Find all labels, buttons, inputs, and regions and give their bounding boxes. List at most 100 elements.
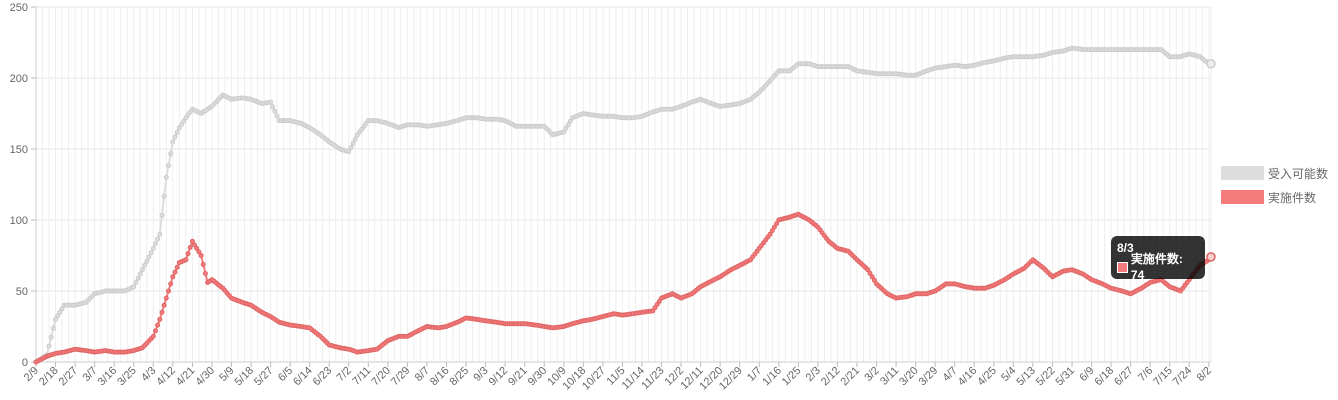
x-tick-label: 5/22 [1034,365,1058,389]
data-point [57,309,63,315]
legend-item-performed[interactable]: 実施件数 [1221,189,1328,205]
x-tick-label: 5/27 [252,365,276,389]
x-tick-label: 4/30 [193,365,217,389]
data-point [148,250,154,256]
x-tick-label: 3/20 [897,365,921,389]
data-point-last[interactable] [1206,59,1216,69]
tooltip-title: 8/3 [1117,241,1134,255]
data-point [153,328,158,334]
data-point [153,241,158,247]
data-point [163,295,169,301]
data-point [270,104,276,110]
data-point [561,129,567,135]
data-point [774,221,780,227]
data-point [189,238,195,244]
y-tick-label: 0 [22,357,28,369]
x-tick-label: 6/23 [311,365,335,389]
data-point [771,224,777,230]
data-point [48,334,54,340]
data-point [656,298,662,304]
data-point [200,262,206,267]
data-point [166,163,171,169]
legend-swatch-capacity [1221,166,1264,180]
x-tick-label: 3/25 [115,365,139,389]
data-point [142,262,148,268]
x-tick-label: 9/30 [526,365,550,389]
legend-swatch-performed [1221,190,1264,204]
data-point [565,122,571,128]
data-point [869,274,875,280]
data-point [179,121,184,127]
data-point [150,333,156,339]
data-point [155,236,161,242]
data-point [159,309,165,315]
data-point [274,113,280,119]
data-point [157,231,163,237]
x-tick-label: 6/18 [1093,365,1117,389]
data-point [53,316,58,322]
data-point [166,288,171,294]
x-tick-label: 3/16 [96,365,120,389]
legend: 受入可能数 実施件数 [1221,165,1328,213]
y-tick-label: 50 [16,286,28,298]
data-point [139,267,145,273]
data-point-last[interactable] [1206,252,1216,262]
data-point [135,275,141,281]
x-tick-label: 7/20 [369,365,393,389]
x-tick-label: 9/12 [487,365,511,389]
data-point [871,277,877,283]
data-point [150,245,156,251]
x-tick-label: 9/21 [506,365,530,389]
data-point [157,316,163,322]
x-tick-label: 7/11 [350,365,373,388]
data-point [181,118,187,124]
data-point [46,343,52,349]
data-point [170,139,176,145]
legend-label-capacity: 受入可能数 [1268,166,1329,181]
axes [31,6,1211,367]
x-tick-label: 8/2 [1195,365,1214,384]
x-tick-label: 4/12 [154,365,178,389]
data-point [650,308,656,314]
data-point [55,313,61,319]
data-point [202,271,208,276]
x-tick-label: 8/16 [428,365,452,389]
legend-item-capacity[interactable]: 受入可能数 [1221,165,1328,181]
data-point [563,125,569,131]
data-point [144,258,150,264]
data-point [168,281,174,287]
grid [35,6,1212,363]
data-point [767,231,773,237]
x-tick-label: 3/29 [917,365,941,389]
data-point [168,151,174,157]
data-point [652,305,658,311]
series [33,45,1216,365]
data-point [268,99,274,105]
x-tick-label: 11/23 [639,365,666,392]
data-point [161,302,167,308]
x-tick-label: 12/29 [717,365,745,393]
data-point [769,228,775,234]
data-point [131,284,137,290]
tooltip: 8/3 実施件数: 74 [1111,236,1205,282]
tooltip-swatch [1117,261,1128,273]
data-point [567,118,573,124]
x-tick-label: 1/16 [760,365,784,389]
data-point [196,249,202,255]
data-point [174,264,180,270]
x-tick-label: 4/25 [975,365,999,389]
data-point [346,149,352,155]
x-tick-label: 7/15 [1151,365,1175,389]
data-point [159,212,165,218]
x-tick-label: 2/12 [819,365,843,389]
tooltip-row: 実施件数: 74 [1117,252,1199,282]
data-point [183,257,189,263]
y-tick-label: 100 [10,215,28,227]
data-point [350,140,356,146]
data-point [187,245,193,250]
x-tick-label: 4/16 [956,365,980,389]
data-point [163,174,169,180]
x-tick-label: 4/21 [174,365,198,389]
data-point [172,134,178,140]
